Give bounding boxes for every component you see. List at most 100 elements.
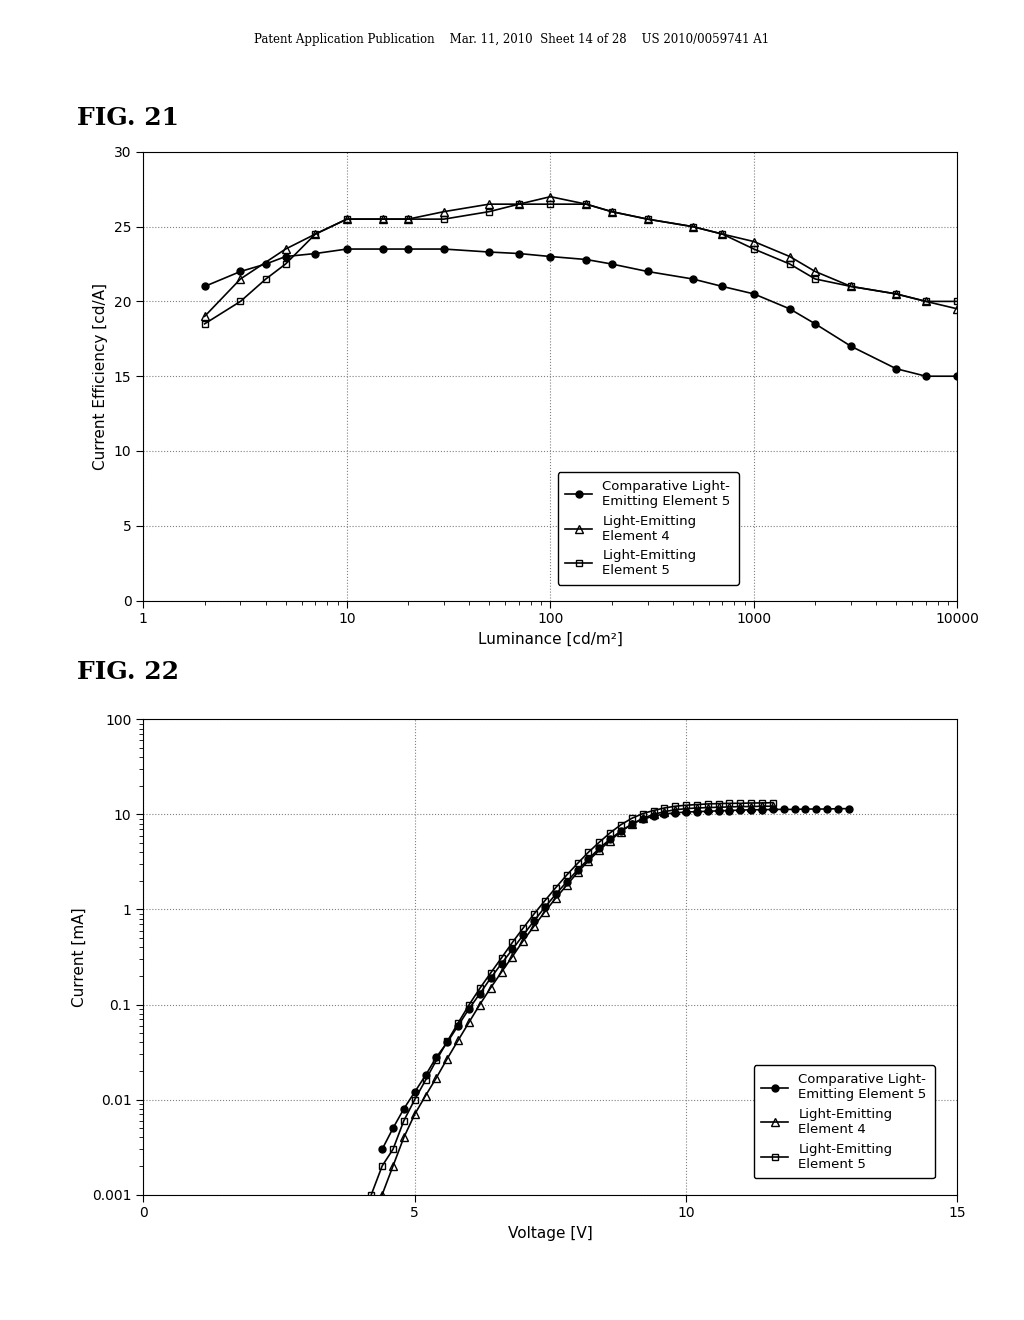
- Light-Emitting
Element 5: [767, 795, 779, 810]
- Light-Emitting
Element 5: [745, 795, 758, 810]
- Light-Emitting
Element 5: [691, 797, 703, 813]
- Comparative Light-
Emitting Element 5: [680, 804, 692, 820]
- Light-Emitting
Element 5: [614, 817, 627, 833]
- Light-Emitting
Element 4: [669, 801, 681, 817]
- Light-Emitting
Element 5: [845, 279, 857, 294]
- Light-Emitting
Element 5: [483, 203, 496, 219]
- Comparative Light-
Emitting Element 5: [734, 803, 746, 818]
- Line: Light-Emitting
Element 5: Light-Emitting Element 5: [201, 201, 961, 327]
- Line: Comparative Light-
Emitting Element 5: Comparative Light- Emitting Element 5: [201, 246, 961, 380]
- Light-Emitting
Element 5: [513, 197, 525, 213]
- Light-Emitting
Element 5: [452, 1015, 464, 1031]
- Light-Emitting
Element 4: [484, 979, 497, 995]
- Line: Light-Emitting
Element 5: Light-Emitting Element 5: [368, 799, 776, 1199]
- Light-Emitting
Element 4: [560, 878, 572, 894]
- Light-Emitting
Element 5: [658, 800, 671, 816]
- Comparative Light-
Emitting Element 5: [777, 801, 790, 817]
- Comparative Light-
Emitting Element 5: [843, 801, 855, 817]
- Comparative Light-
Emitting Element 5: [528, 913, 541, 929]
- Light-Emitting
Element 5: [260, 271, 272, 286]
- Light-Emitting
Element 4: [658, 804, 671, 820]
- Light-Emitting
Element 4: [506, 949, 518, 965]
- Comparative Light-
Emitting Element 5: [260, 256, 272, 272]
- Comparative Light-
Emitting Element 5: [402, 242, 415, 257]
- Comparative Light-
Emitting Element 5: [845, 338, 857, 354]
- Light-Emitting
Element 4: [377, 211, 389, 227]
- Light-Emitting
Element 4: [234, 271, 247, 286]
- Y-axis label: Current [mA]: Current [mA]: [72, 907, 86, 1007]
- Light-Emitting
Element 4: [745, 799, 758, 814]
- Comparative Light-
Emitting Element 5: [626, 816, 638, 832]
- Comparative Light-
Emitting Element 5: [397, 1101, 410, 1117]
- Light-Emitting
Element 4: [680, 801, 692, 817]
- Comparative Light-
Emitting Element 5: [605, 256, 617, 272]
- Comparative Light-
Emitting Element 5: [377, 242, 389, 257]
- Light-Emitting
Element 4: [647, 807, 659, 822]
- Light-Emitting
Element 4: [583, 853, 595, 869]
- Comparative Light-
Emitting Element 5: [539, 899, 551, 915]
- Comparative Light-
Emitting Element 5: [713, 803, 725, 818]
- Comparative Light-
Emitting Element 5: [474, 986, 486, 1002]
- Light-Emitting
Element 4: [713, 800, 725, 816]
- Light-Emitting
Element 5: [641, 211, 653, 227]
- Light-Emitting
Element 4: [545, 189, 557, 205]
- Comparative Light-
Emitting Element 5: [723, 803, 735, 818]
- Light-Emitting
Element 5: [583, 845, 595, 861]
- Light-Emitting
Element 4: [604, 833, 616, 849]
- Light-Emitting
Element 5: [809, 271, 821, 286]
- Comparative Light-
Emitting Element 5: [686, 271, 698, 286]
- Comparative Light-
Emitting Element 5: [890, 360, 902, 376]
- Light-Emitting
Element 5: [637, 805, 649, 821]
- Light-Emitting
Element 5: [280, 256, 292, 272]
- Light-Emitting
Element 5: [474, 981, 486, 997]
- Light-Emitting
Element 5: [463, 997, 475, 1012]
- Light-Emitting
Element 4: [550, 890, 562, 906]
- Comparative Light-
Emitting Element 5: [831, 801, 844, 817]
- Light-Emitting
Element 5: [545, 197, 557, 213]
- Light-Emitting
Element 4: [748, 234, 760, 249]
- Light-Emitting
Element 4: [626, 816, 638, 832]
- Light-Emitting
Element 4: [441, 1051, 454, 1067]
- Light-Emitting
Element 5: [539, 892, 551, 908]
- Light-Emitting
Element 4: [387, 1158, 399, 1173]
- Comparative Light-
Emitting Element 5: [788, 801, 801, 817]
- Light-Emitting
Element 5: [409, 1092, 421, 1107]
- Comparative Light-
Emitting Element 5: [484, 970, 497, 986]
- Comparative Light-
Emitting Element 5: [800, 801, 812, 817]
- X-axis label: Voltage [V]: Voltage [V]: [508, 1226, 593, 1241]
- Comparative Light-
Emitting Element 5: [658, 807, 671, 822]
- Comparative Light-
Emitting Element 5: [409, 1084, 421, 1100]
- Comparative Light-
Emitting Element 5: [517, 927, 529, 942]
- Light-Emitting
Element 4: [409, 1106, 421, 1122]
- Light-Emitting
Element 5: [713, 796, 725, 812]
- Light-Emitting
Element 5: [783, 256, 796, 272]
- X-axis label: Luminance [cd/m²]: Luminance [cd/m²]: [478, 632, 623, 647]
- Light-Emitting
Element 4: [951, 301, 964, 317]
- Light-Emitting
Element 5: [550, 879, 562, 895]
- Light-Emitting
Element 4: [496, 964, 508, 979]
- Light-Emitting
Element 5: [234, 293, 247, 309]
- Light-Emitting
Element 5: [680, 797, 692, 813]
- Light-Emitting
Element 4: [341, 211, 353, 227]
- Light-Emitting
Element 4: [716, 226, 728, 242]
- Comparative Light-
Emitting Element 5: [821, 801, 834, 817]
- Comparative Light-
Emitting Element 5: [604, 832, 616, 847]
- Comparative Light-
Emitting Element 5: [647, 808, 659, 824]
- Comparative Light-
Emitting Element 5: [483, 244, 496, 260]
- Comparative Light-
Emitting Element 5: [745, 801, 758, 817]
- Light-Emitting
Element 4: [199, 309, 211, 325]
- Light-Emitting
Element 4: [539, 904, 551, 920]
- Text: FIG. 22: FIG. 22: [77, 660, 179, 684]
- Comparative Light-
Emitting Element 5: [767, 801, 779, 817]
- Comparative Light-
Emitting Element 5: [441, 1035, 454, 1051]
- Light-Emitting
Element 4: [571, 865, 584, 880]
- Light-Emitting
Element 4: [397, 1130, 410, 1146]
- Comparative Light-
Emitting Element 5: [748, 286, 760, 302]
- Light-Emitting
Element 5: [438, 211, 451, 227]
- Comparative Light-
Emitting Element 5: [280, 248, 292, 264]
- Comparative Light-
Emitting Element 5: [560, 874, 572, 890]
- Comparative Light-
Emitting Element 5: [199, 279, 211, 294]
- Light-Emitting
Element 4: [376, 1187, 388, 1203]
- Comparative Light-
Emitting Element 5: [513, 246, 525, 261]
- Light-Emitting
Element 4: [783, 248, 796, 264]
